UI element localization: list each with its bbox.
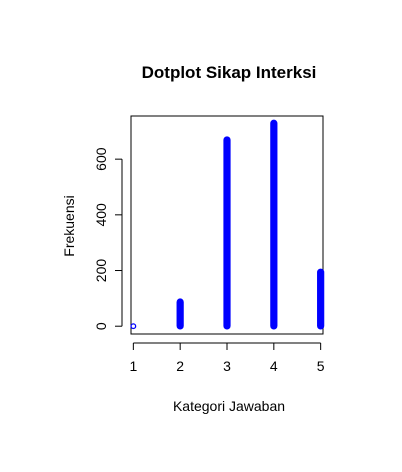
y-tick-label: 200 bbox=[93, 259, 109, 283]
data-point bbox=[317, 268, 325, 330]
x-tick-label: 5 bbox=[317, 358, 325, 374]
y-tick-label: 400 bbox=[93, 203, 109, 227]
data-point bbox=[223, 136, 231, 330]
y-tick-label: 0 bbox=[93, 322, 109, 330]
x-tick-label: 3 bbox=[223, 358, 231, 374]
x-tick-label: 4 bbox=[270, 358, 278, 374]
data-point bbox=[270, 119, 278, 330]
data-points bbox=[130, 119, 325, 330]
data-point bbox=[176, 298, 184, 330]
plot-frame bbox=[130, 115, 324, 335]
x-axis: 1 2 3 4 5 bbox=[129, 342, 325, 374]
data-point bbox=[130, 323, 137, 330]
x-axis-label: Kategori Jawaban bbox=[173, 398, 285, 414]
y-axis-label: Frekuensi bbox=[61, 195, 77, 256]
x-tick-label: 1 bbox=[129, 358, 137, 374]
y-axis: 0 200 400 600 bbox=[93, 147, 123, 330]
chart-title: Dotplot Sikap Interksi bbox=[142, 63, 317, 82]
x-tick-label: 2 bbox=[176, 358, 184, 374]
y-tick-label: 600 bbox=[93, 147, 109, 171]
